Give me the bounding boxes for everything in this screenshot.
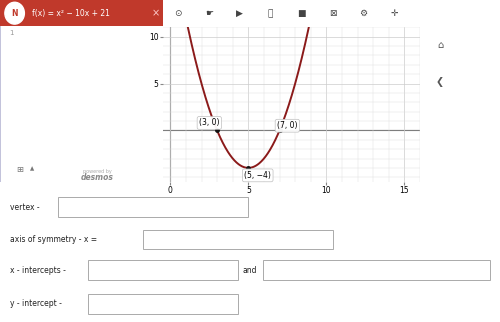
Text: (5, −4): (5, −4) — [244, 171, 271, 180]
Text: y - intercept -: y - intercept - — [10, 299, 62, 308]
Text: f(x) = x² − 10x + 21: f(x) = x² − 10x + 21 — [32, 9, 110, 18]
Text: ⊠: ⊠ — [328, 9, 336, 18]
Text: ×: × — [152, 8, 160, 18]
Text: ▲: ▲ — [30, 167, 34, 172]
Text: ⌂: ⌂ — [437, 41, 443, 51]
Text: (7, 0): (7, 0) — [277, 121, 297, 130]
Text: ⊙: ⊙ — [174, 9, 182, 18]
Text: axis of symmetry - x =: axis of symmetry - x = — [10, 235, 97, 244]
Text: x - intercepts -: x - intercepts - — [10, 266, 66, 275]
Text: (3, 0): (3, 0) — [199, 118, 220, 128]
Text: 1: 1 — [9, 30, 14, 36]
Text: vertex -: vertex - — [10, 203, 40, 212]
FancyBboxPatch shape — [88, 294, 238, 314]
Text: desmos: desmos — [81, 173, 114, 182]
Text: powered by: powered by — [83, 169, 112, 175]
Text: ❮: ❮ — [436, 77, 444, 87]
FancyBboxPatch shape — [142, 230, 332, 249]
Text: ⏸: ⏸ — [268, 9, 274, 18]
FancyBboxPatch shape — [262, 260, 490, 280]
Text: ⊞: ⊞ — [16, 165, 23, 174]
Text: ▶: ▶ — [236, 9, 243, 18]
Text: ✛: ✛ — [390, 9, 398, 18]
FancyBboxPatch shape — [58, 197, 248, 217]
Text: and: and — [242, 266, 257, 275]
Circle shape — [5, 2, 24, 24]
FancyBboxPatch shape — [88, 260, 238, 280]
Text: ■: ■ — [298, 9, 306, 18]
Text: N: N — [12, 9, 18, 18]
Text: ⚙: ⚙ — [360, 9, 368, 18]
Bar — [0, 0, 162, 26]
Text: ☛: ☛ — [205, 9, 213, 18]
